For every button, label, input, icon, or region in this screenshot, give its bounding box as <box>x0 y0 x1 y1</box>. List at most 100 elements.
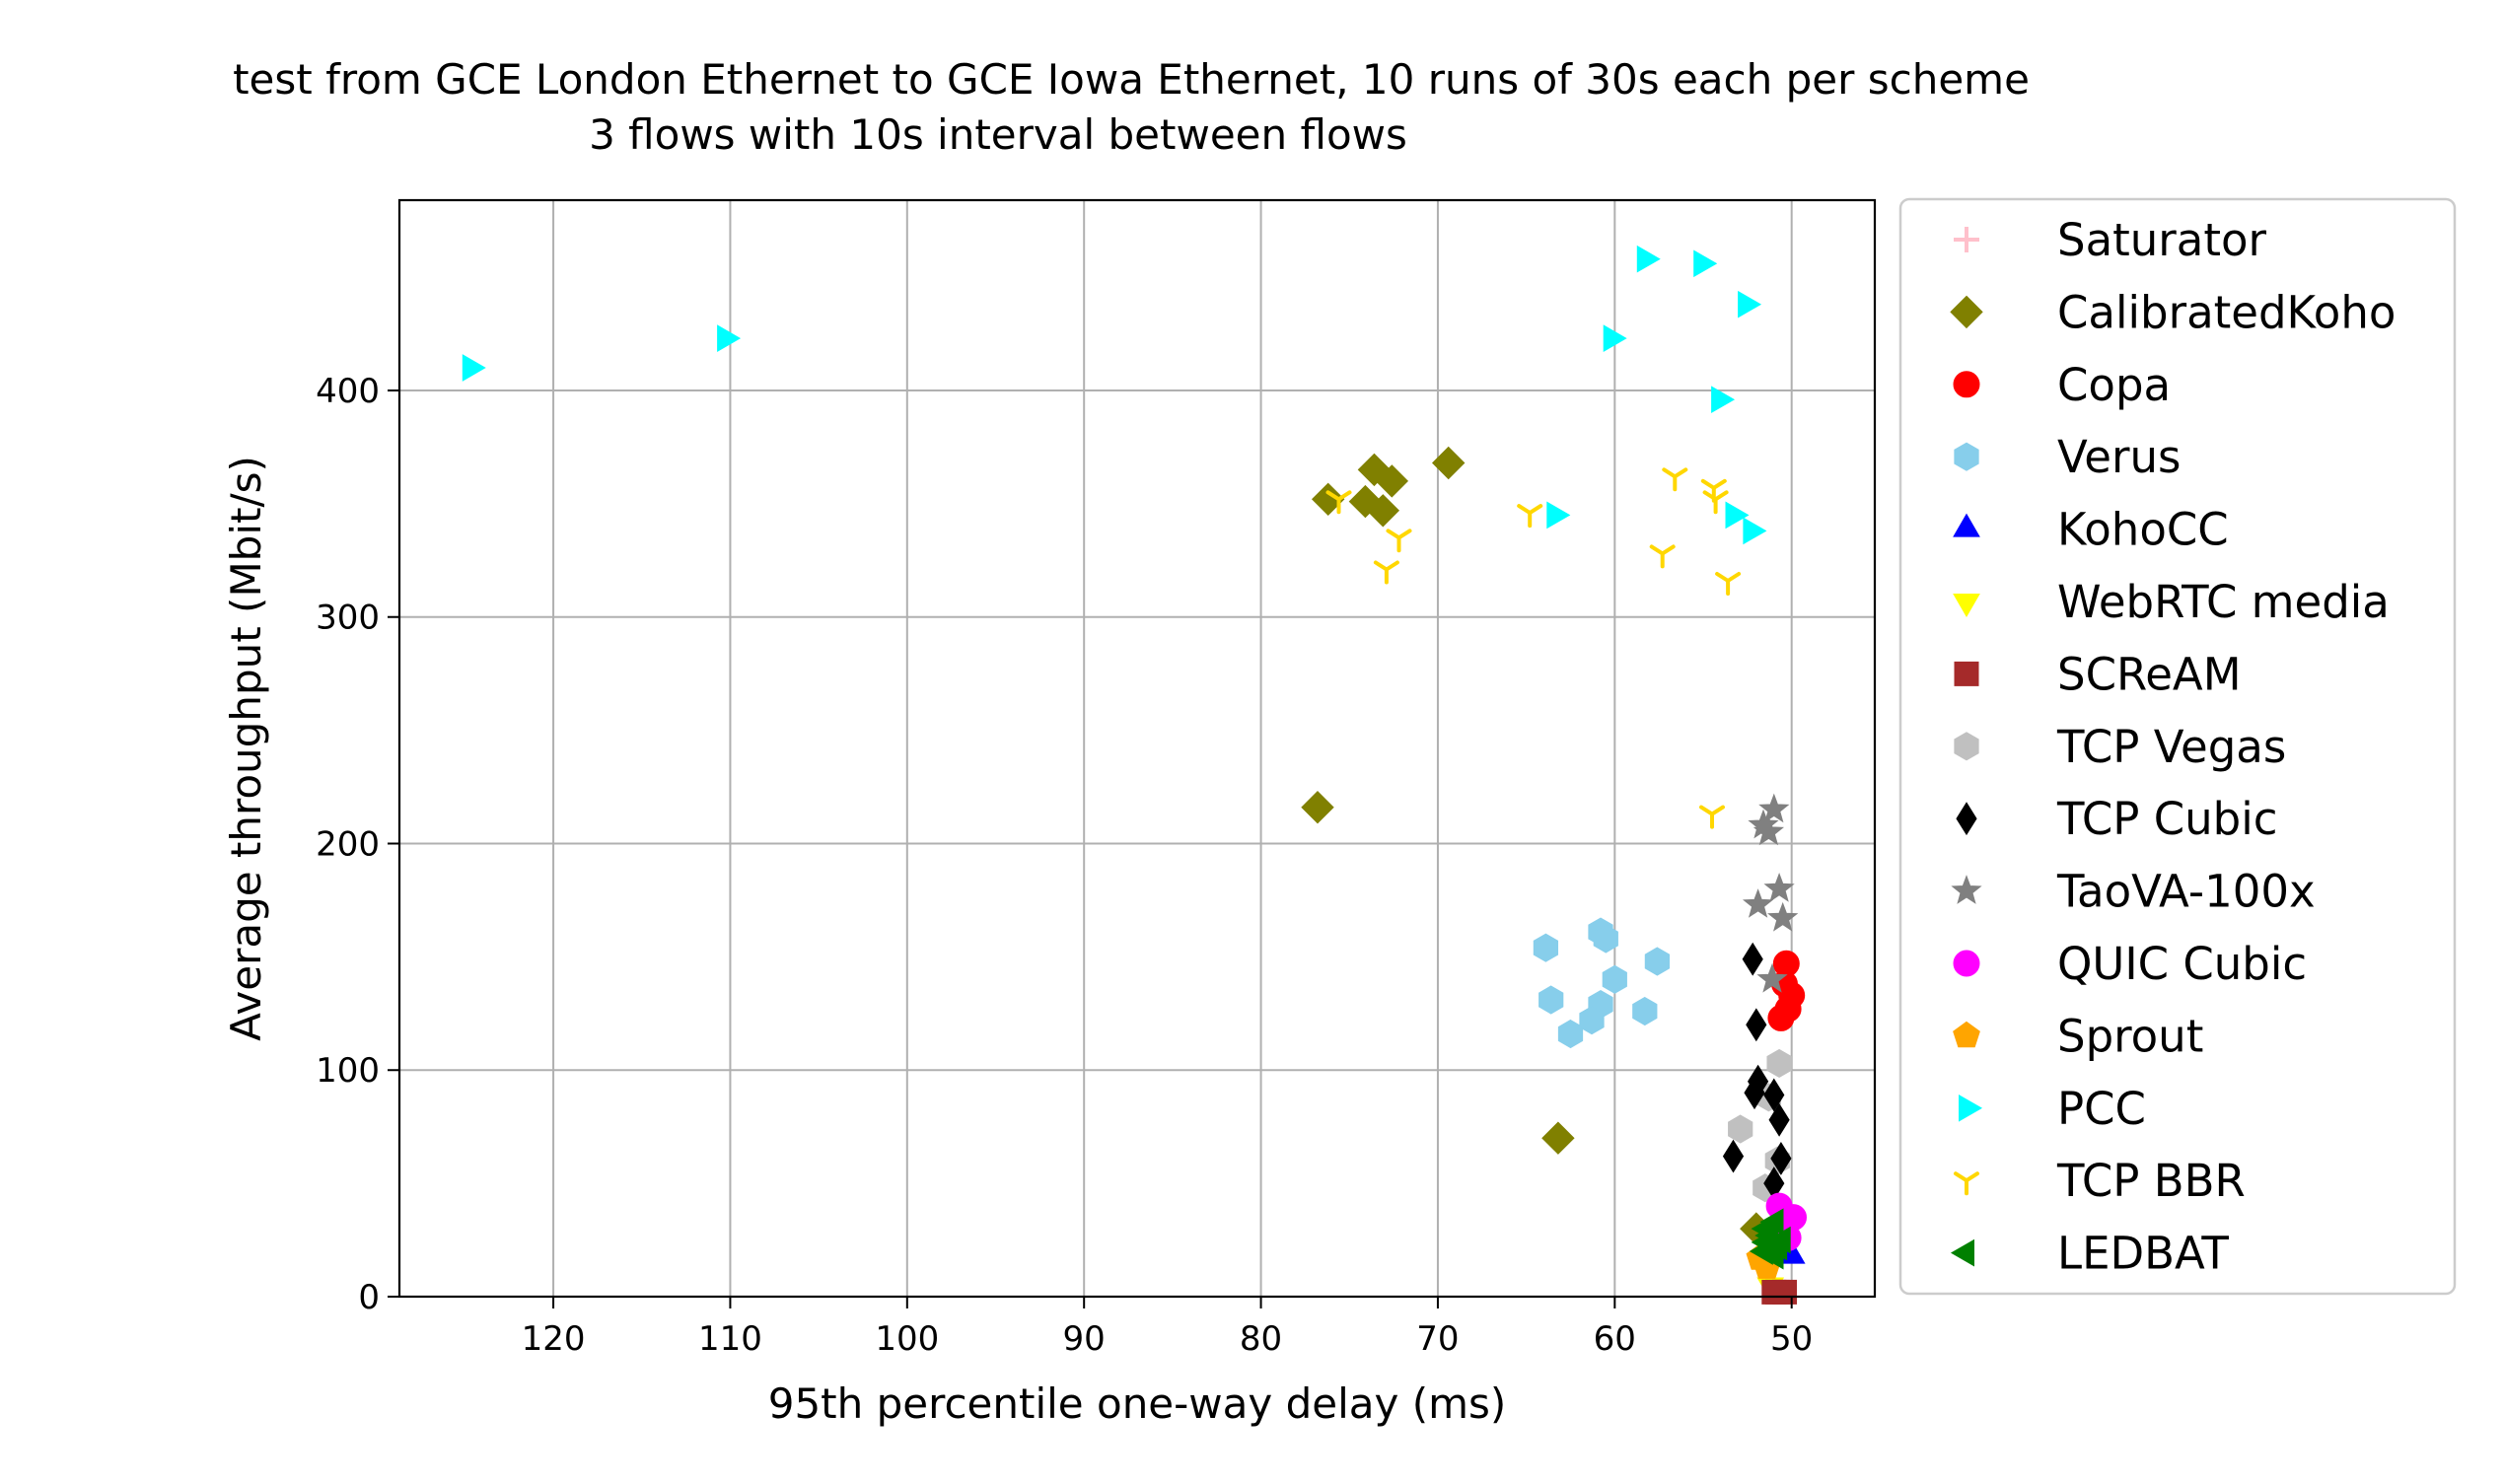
legend-label: PCC <box>2057 1083 2146 1135</box>
x-tick-label: 120 <box>522 1319 586 1359</box>
point-tcp-bbr <box>1517 504 1543 529</box>
point-tcp-cubic <box>1744 1076 1765 1110</box>
point-taova-100x <box>1763 872 1795 902</box>
point-taova-100x <box>1742 888 1774 918</box>
point-pcc <box>1711 386 1736 414</box>
point-tcp-bbr <box>1649 544 1676 569</box>
point-taova-100x <box>1758 793 1790 823</box>
legend-box <box>1898 197 2457 1296</box>
point-tcp-bbr <box>1373 560 1399 585</box>
legend-marker-tcp-vegas <box>1954 732 1979 761</box>
point-taova-100x <box>1753 815 1785 846</box>
legend-marker-scream <box>1954 661 1979 686</box>
legend-label: SCReAM <box>2057 648 2242 700</box>
legend-item-quic-cubic: QUIC Cubic <box>1953 938 2307 990</box>
point-taova-100x <box>1767 901 1799 932</box>
point-tcp-vegas <box>1728 1114 1753 1144</box>
point-calibratedkoho <box>1375 464 1409 498</box>
x-axis-label: 95th percentile one-way delay (ms) <box>768 1379 1507 1428</box>
point-pcc <box>717 324 742 352</box>
point-pcc <box>1738 290 1762 318</box>
point-verus <box>1644 947 1671 976</box>
point-taova-100x <box>1756 962 1788 993</box>
legend-marker-sprout <box>1953 1021 1980 1048</box>
y-tick-label: 0 <box>358 1278 380 1317</box>
point-verus <box>1533 933 1559 962</box>
legend-item-verus: Verus <box>1954 431 2181 483</box>
legend-marker-saturator <box>1954 227 1979 252</box>
point-verus <box>1557 1019 1584 1049</box>
plot-frame <box>397 198 1877 1299</box>
legend-item-saturator: Saturator <box>1954 214 2267 266</box>
x-tick-label: 80 <box>1240 1319 1282 1359</box>
legend-marker-copa <box>1953 371 1980 398</box>
legend-label: TCP Vegas <box>2056 721 2286 773</box>
legend-item-scream: SCReAM <box>1954 648 2242 700</box>
legend-item-kohocc: KohoCC <box>1953 504 2229 556</box>
point-calibratedkoho <box>1541 1121 1575 1155</box>
y-tick-label: 400 <box>316 372 380 411</box>
legend-marker-quic-cubic <box>1953 950 1980 977</box>
point-tcp-cubic <box>1742 942 1763 976</box>
point-tcp-cubic <box>1768 1102 1790 1137</box>
point-tcp-bbr <box>1702 490 1729 515</box>
point-tcp-bbr <box>1325 490 1352 515</box>
legend-label: Verus <box>2057 431 2181 483</box>
plot-area <box>399 200 1875 1297</box>
y-axis-label: Average throughput (Mbit/s) <box>222 456 270 1041</box>
legend-label: TaoVA-100x <box>2056 866 2316 918</box>
legend-marker-taova-100x <box>1951 875 1982 904</box>
legend-item-sprout: Sprout <box>1953 1010 2203 1062</box>
point-copa <box>1767 1004 1795 1031</box>
point-tcp-cubic <box>1746 1008 1767 1042</box>
point-verus <box>1579 1006 1605 1035</box>
point-pcc <box>462 354 486 382</box>
point-tcp-bbr <box>1699 805 1725 829</box>
point-pcc <box>1603 324 1627 352</box>
point-tcp-bbr <box>1715 572 1742 596</box>
legend-marker-tcp-cubic <box>1956 802 1977 836</box>
legend-label: Saturator <box>2057 214 2267 266</box>
x-tick-label: 70 <box>1416 1319 1459 1359</box>
point-pcc <box>1725 501 1750 530</box>
legend-marker-kohocc <box>1953 513 1980 537</box>
legend-label: LEDBAT <box>2057 1228 2229 1280</box>
point-calibratedkoho <box>1366 494 1400 528</box>
legend-label: WebRTC media <box>2057 576 2390 628</box>
legend: Saturator CalibratedKoho Copa Verus KohoCC We… <box>1950 214 2396 1280</box>
point-pcc <box>1743 517 1767 545</box>
point-tcp-cubic <box>1763 1078 1785 1112</box>
legend-label: TCP Cubic <box>2056 793 2277 845</box>
point-tcp-cubic <box>1770 1141 1792 1175</box>
grid-lines <box>399 200 1875 1298</box>
legend-item-taova-100x: TaoVA-100x <box>1951 866 2316 918</box>
x-tick-label: 100 <box>875 1319 939 1359</box>
x-tick-label: 90 <box>1063 1319 1106 1359</box>
legend-item-tcp-bbr: TCP BBR <box>1954 1155 2246 1207</box>
legend-label: CalibratedKoho <box>2057 286 2396 338</box>
point-tcp-cubic <box>1722 1139 1745 1173</box>
legend-marker-ledbat <box>1950 1238 1974 1267</box>
point-calibratedkoho <box>1301 790 1334 824</box>
legend-item-copa: Copa <box>1953 359 2171 411</box>
data-points <box>462 245 1807 1305</box>
point-verus <box>1602 964 1627 994</box>
point-calibratedkoho <box>1311 482 1345 517</box>
chart-subtitle: 3 flows with 10s interval between flows <box>589 110 1407 159</box>
y-tick-label: 300 <box>316 599 380 638</box>
legend-item-tcp-cubic: TCP Cubic <box>1956 793 2277 845</box>
point-verus <box>1593 924 1618 954</box>
axis-ticks: 120 110 100 90 80 70 60 50 0 100 200 300 400 <box>316 372 1813 1359</box>
legend-marker-webrtc-media <box>1953 594 1980 618</box>
legend-label: TCP BBR <box>2056 1155 2246 1207</box>
legend-label: QUIC Cubic <box>2057 938 2307 990</box>
legend-label: Sprout <box>2057 1010 2203 1062</box>
point-tcp-vegas <box>1766 1048 1792 1078</box>
legend-label: Copa <box>2057 359 2171 411</box>
legend-item-webrtc-media: WebRTC media <box>1953 576 2390 628</box>
legend-item-pcc: PCC <box>1959 1083 2146 1135</box>
legend-item-calibratedkoho: CalibratedKoho <box>1950 286 2396 338</box>
legend-label: KohoCC <box>2057 504 2229 556</box>
chart-title: test from GCE London Ethernet to GCE Iow… <box>233 55 2030 104</box>
